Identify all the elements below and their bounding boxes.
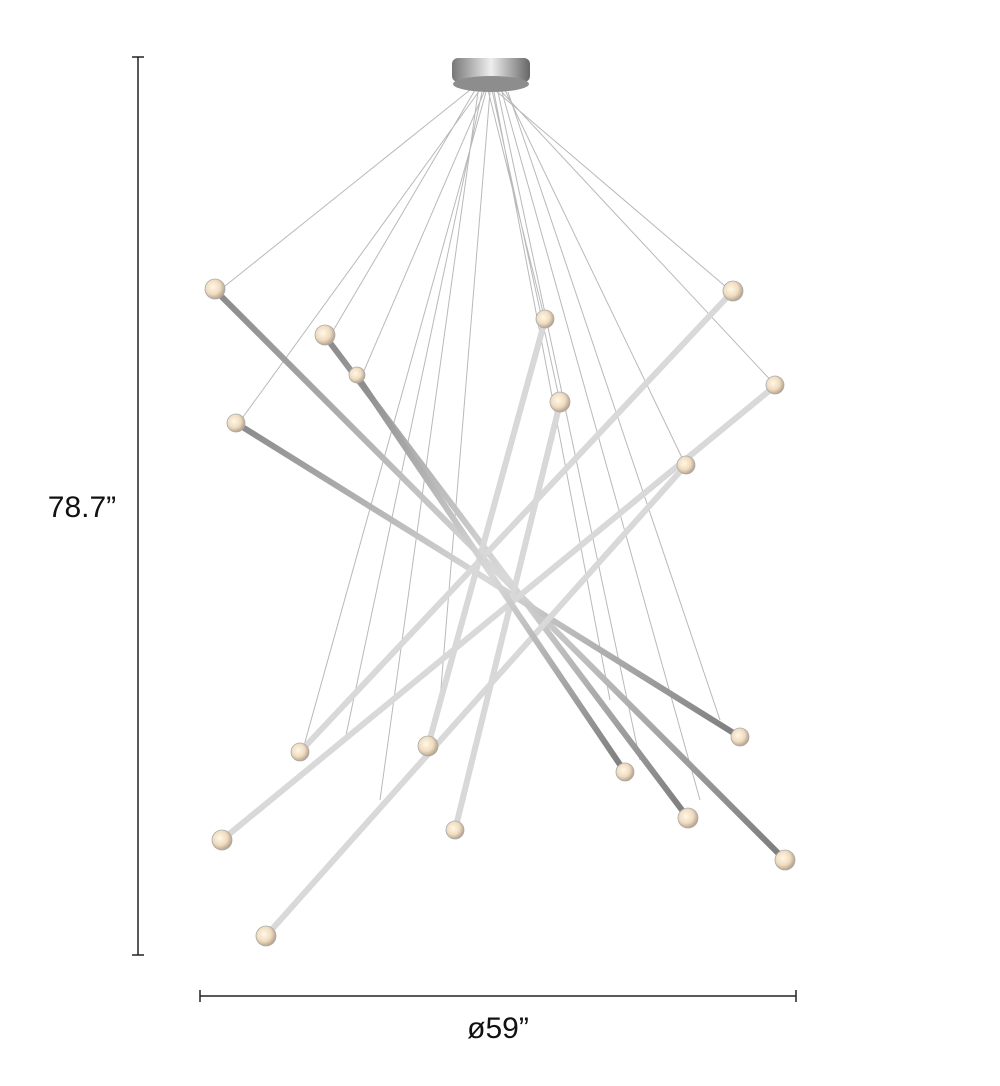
width-dimension: ø59”: [199, 990, 797, 1045]
height-label: 78.7”: [48, 491, 116, 524]
canopy: [452, 58, 530, 92]
width-label: ø59”: [467, 1012, 529, 1045]
height-dimension: 78.7”: [48, 56, 144, 956]
wires: [219, 89, 777, 801]
rods: [212, 287, 788, 939]
bulbs: [204, 278, 796, 947]
chandelier-illustration: [204, 58, 796, 947]
